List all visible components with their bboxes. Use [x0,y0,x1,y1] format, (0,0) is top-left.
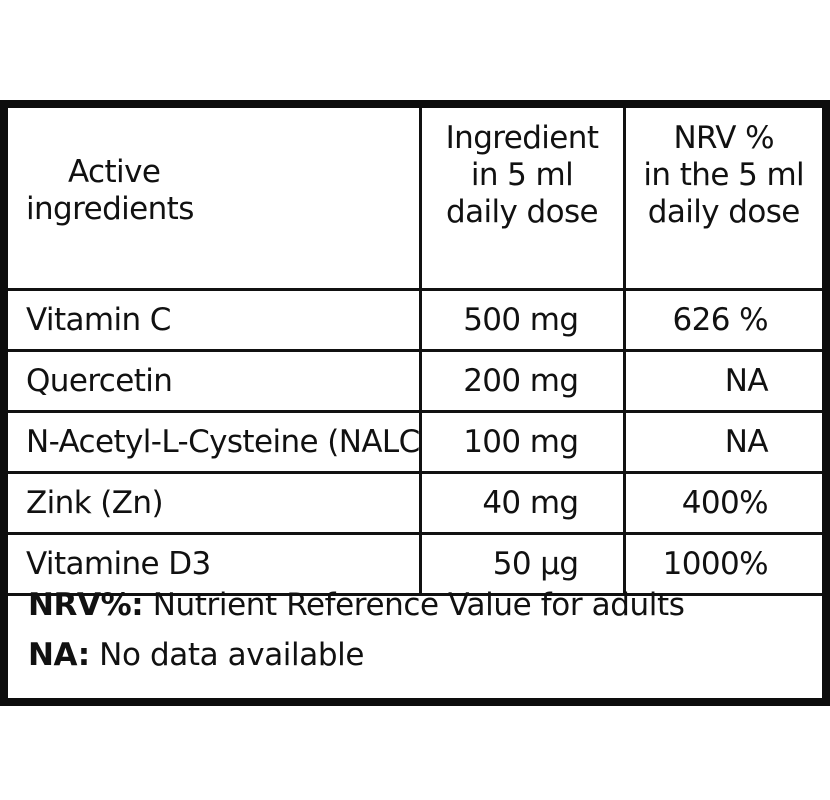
header-nrv-line-1: NRV % [673,120,775,156]
footnote-term: NA: [28,637,90,673]
ingredient-nrv: NA [622,410,822,474]
footnote-term: NRV%: [28,587,144,623]
table-header-row: Active ingredients Ingredient in 5 ml da… [8,108,822,291]
ingredient-amount: 200 mg [418,349,626,413]
header-ingredient-line-3: daily dose [446,194,599,230]
footnote-nrv: NRV%: Nutrient Reference Value for adult… [28,580,685,630]
ingredient-nrv: 1000% [622,532,822,596]
ingredient-nrv: NA [622,349,822,413]
header-active-line-2: ingredients [26,191,194,227]
ingredient-amount: 50 µg [418,532,626,596]
table-row: Quercetin 200 mg NA [8,349,822,413]
nutrition-facts-box: Active ingredients Ingredient in 5 ml da… [0,100,830,706]
ingredient-name: Quercetin [8,349,422,413]
ingredient-nrv: 626 % [622,288,822,352]
header-ingredient-line-1: Ingredient [445,120,599,156]
header-active-ingredients: Active ingredients [8,108,422,291]
footnote-text: No data available [89,637,364,673]
footnotes: NRV%: Nutrient Reference Value for adult… [28,580,685,680]
header-ingredient-amount: Ingredient in 5 ml daily dose [418,108,626,291]
table-row: Vitamine D3 50 µg 1000% [8,532,822,596]
footnote-na: NA: No data available [28,630,684,680]
ingredient-nrv: 400% [622,471,822,535]
ingredient-name: Zink (Zn) [8,471,422,535]
table-row: N-Acetyl-L-Cysteine (NALC) 100 mg NA [8,410,822,474]
ingredient-name: N-Acetyl-L-Cysteine (NALC) [8,410,422,474]
ingredient-amount: 500 mg [418,288,626,352]
header-nrv-line-2: in the 5 ml [643,157,805,193]
table-row: Vitamin C 500 mg 626 % [8,288,822,352]
header-active-line-1: Active [68,154,161,190]
footnote-text: Nutrient Reference Value for adults [143,587,685,623]
ingredient-amount: 100 mg [418,410,626,474]
table-row: Zink (Zn) 40 mg 400% [8,471,822,535]
ingredient-name: Vitamin C [8,288,422,352]
ingredient-name: Vitamine D3 [8,532,422,596]
header-nrv-percent: NRV % in the 5 ml daily dose [622,108,822,291]
header-ingredient-line-2: in 5 ml [470,157,574,193]
header-nrv-line-3: daily dose [647,194,801,230]
ingredients-table: Active ingredients Ingredient in 5 ml da… [8,108,822,596]
ingredient-amount: 40 mg [418,471,626,535]
